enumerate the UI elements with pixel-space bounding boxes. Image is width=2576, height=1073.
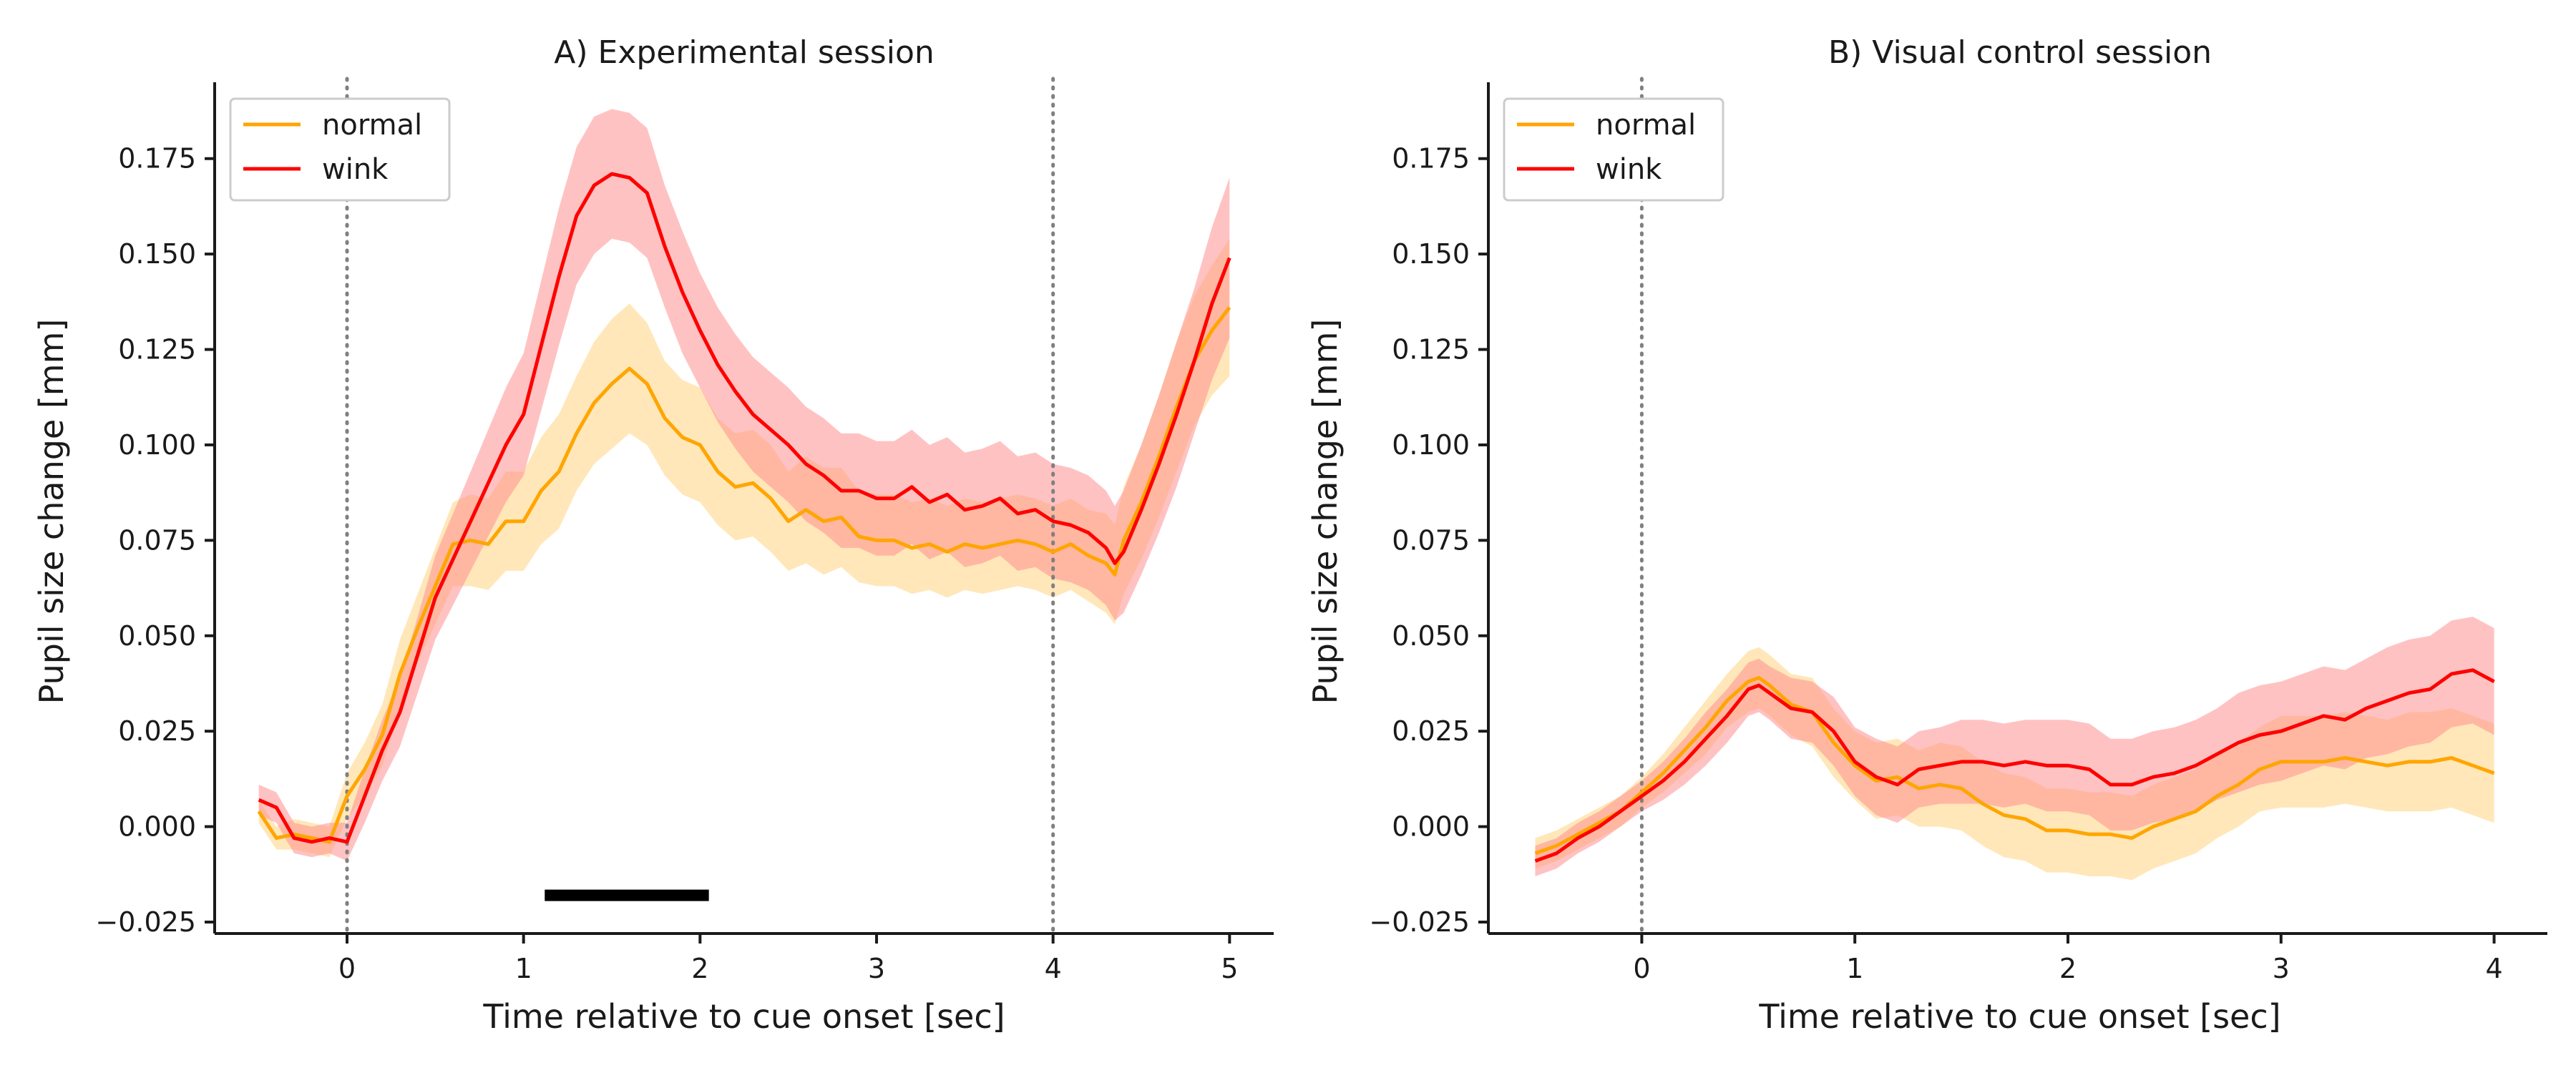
x-tick-label: 0 bbox=[338, 953, 356, 984]
y-tick-label: 0.000 bbox=[1392, 811, 1470, 843]
legend-label-wink: wink bbox=[322, 153, 389, 186]
y-tick-label: 0.025 bbox=[118, 715, 196, 747]
panel-experimental-session: A) Experimental session 0 1 2 3 4 5 −0.025 0.0… bbox=[32, 34, 1274, 1036]
legend-label-wink: wink bbox=[1596, 153, 1662, 186]
y-tick-label: 0.000 bbox=[118, 811, 196, 843]
x-tick-label: 3 bbox=[868, 953, 885, 984]
series-lines bbox=[257, 172, 1231, 844]
x-axis-label: Time relative to cue onset [sec] bbox=[1758, 997, 2280, 1036]
band-wink bbox=[258, 109, 1230, 861]
y-tick-label: 0.100 bbox=[118, 429, 196, 461]
y-tick-label: 0.150 bbox=[118, 238, 196, 270]
y-tick-label: 0.150 bbox=[1392, 238, 1470, 270]
series-line-wink bbox=[1534, 668, 2495, 863]
panel-title: B) Visual control session bbox=[1828, 34, 2212, 71]
x-ticks: 0 1 2 3 4 bbox=[1633, 934, 2503, 984]
series-line-normal bbox=[257, 306, 1231, 844]
x-tick-label: 4 bbox=[2485, 953, 2502, 984]
x-tick-label: 3 bbox=[2273, 953, 2290, 984]
x-tick-label: 5 bbox=[1221, 953, 1238, 984]
y-tick-label: 0.100 bbox=[1392, 429, 1470, 461]
x-ticks: 0 1 2 3 4 5 bbox=[338, 934, 1238, 984]
confidence-bands bbox=[1535, 617, 2494, 881]
panel-visual-control-session: B) Visual control session 0 1 2 3 4 −0.025 0.… bbox=[1306, 34, 2547, 1036]
x-tick-label: 2 bbox=[2059, 953, 2077, 984]
x-tick-label: 1 bbox=[515, 953, 532, 984]
series-lines bbox=[1534, 668, 2495, 863]
y-axis-label: Pupil size change [mm] bbox=[1306, 319, 1345, 705]
legend: normal wink bbox=[1503, 97, 1724, 202]
x-axis-label: Time relative to cue onset [sec] bbox=[482, 997, 1005, 1036]
x-tick-label: 0 bbox=[1633, 953, 1650, 984]
y-tick-label: 0.175 bbox=[1392, 143, 1470, 175]
series-line-wink bbox=[258, 172, 1231, 844]
reference-lines bbox=[345, 77, 1055, 936]
y-tick-label: 0.025 bbox=[1392, 715, 1470, 747]
y-tick-label: 0.175 bbox=[118, 143, 196, 175]
y-axis-label: Pupil size change [mm] bbox=[32, 319, 71, 705]
legend: normal wink bbox=[229, 97, 451, 202]
series-line-normal bbox=[1534, 676, 2495, 856]
y-tick-label: 0.050 bbox=[1392, 620, 1470, 652]
axes bbox=[1487, 82, 2547, 935]
x-tick-label: 4 bbox=[1045, 953, 1062, 984]
y-tick-label: 0.075 bbox=[118, 524, 196, 556]
x-tick-label: 1 bbox=[1846, 953, 1863, 984]
x-tick-label: 2 bbox=[691, 953, 708, 984]
panel-title: A) Experimental session bbox=[554, 34, 935, 71]
legend-label-normal: normal bbox=[322, 109, 422, 142]
legend-label-normal: normal bbox=[1596, 109, 1696, 142]
band-wink bbox=[1535, 617, 2494, 876]
y-tick-label: −0.025 bbox=[95, 906, 196, 938]
y-ticks: −0.025 0.000 0.025 0.050 0.075 0.100 0.125 0.15… bbox=[1369, 143, 1488, 938]
y-ticks: −0.025 0.000 0.025 0.050 0.075 0.100 0.125 0.15… bbox=[95, 143, 215, 938]
y-tick-label: −0.025 bbox=[1369, 906, 1470, 938]
y-tick-label: 0.075 bbox=[1392, 524, 1470, 556]
y-tick-label: 0.125 bbox=[118, 334, 196, 366]
axes bbox=[213, 82, 1274, 935]
y-tick-label: 0.050 bbox=[118, 620, 196, 652]
y-tick-label: 0.125 bbox=[1392, 334, 1470, 366]
